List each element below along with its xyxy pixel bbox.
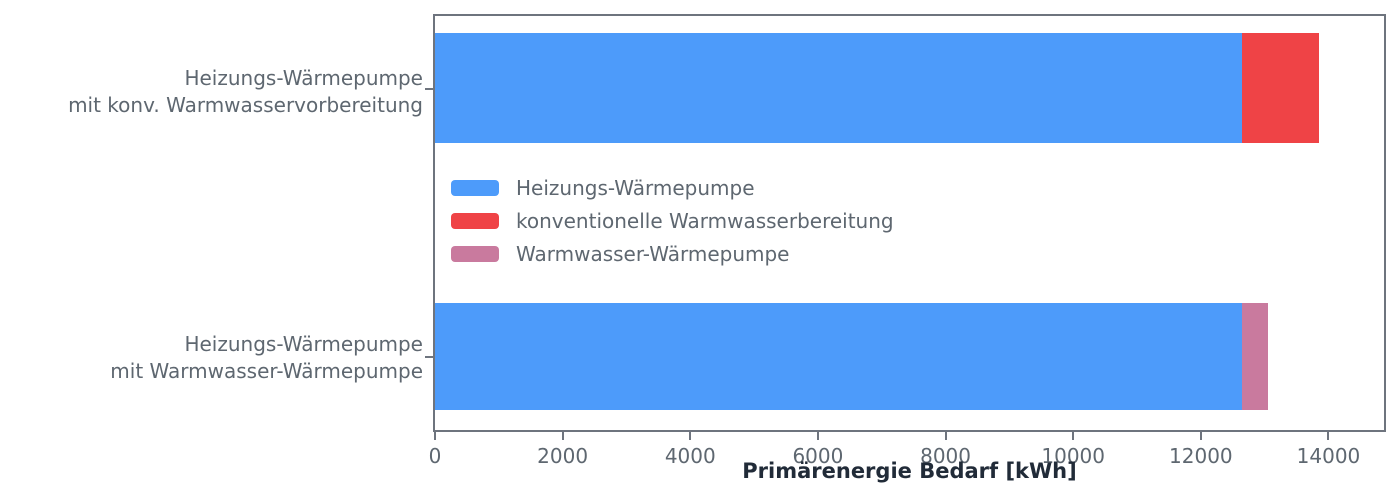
legend-swatch-warmwasser-waermepumpe [451, 246, 499, 262]
legend: Heizungs-Wärmepumpe konventionelle Warmw… [451, 176, 894, 266]
bar-row-0 [435, 33, 1384, 143]
x-tick-label: 0 [428, 444, 442, 468]
x-tick-label: 10000 [1041, 444, 1105, 468]
x-tick-label: 8000 [920, 444, 971, 468]
legend-item-warmwasser-waermepumpe: Warmwasser-Wärmepumpe [451, 242, 894, 266]
legend-swatch-konventionelle-warmwasserbereitung [451, 213, 499, 229]
x-tick-label: 12000 [1169, 444, 1233, 468]
bar-segment [1241, 33, 1319, 143]
x-tick-mark [816, 432, 819, 440]
bar-row-1 [435, 303, 1384, 410]
legend-label: Heizungs-Wärmepumpe [516, 176, 755, 200]
x-tick-label: 4000 [664, 444, 716, 468]
x-tick-mark [689, 432, 692, 440]
bar-segment [1241, 303, 1269, 410]
y-category-label-0: Heizungs-Wärmepumpe mit konv. Warmwasser… [68, 66, 423, 117]
y-tick-mark-0 [425, 88, 434, 90]
x-tick-mark [1327, 432, 1330, 440]
x-axis-ticks: 0 2000 4000 6000 8000 10000 12000 14000 [429, 432, 1384, 480]
bar-segment [435, 33, 1242, 143]
x-tick-label: 2000 [537, 444, 589, 468]
legend-label: konventionelle Warmwasserbereitung [516, 209, 894, 233]
x-tick-mark [434, 432, 436, 440]
legend-swatch-heizungs-waermepumpe [451, 180, 499, 196]
x-tick-mark [561, 432, 564, 440]
y-tick-mark-1 [425, 356, 434, 358]
plot-area: Heizungs-Wärmepumpe konventionelle Warmw… [433, 14, 1386, 432]
x-axis-label: Primärenergie Bedarf [kWh] [742, 459, 1077, 483]
legend-label: Warmwasser-Wärmepumpe [516, 242, 790, 266]
x-tick-mark [1072, 432, 1075, 440]
legend-item-konventionelle-warmwasserbereitung: konventionelle Warmwasserbereitung [451, 209, 894, 233]
bar-segment [435, 303, 1242, 410]
x-tick-mark [1199, 432, 1202, 440]
legend-item-heizungs-waermepumpe: Heizungs-Wärmepumpe [451, 176, 894, 200]
x-tick-mark [944, 432, 947, 440]
x-tick-label: 6000 [792, 444, 844, 468]
x-tick-label: 14000 [1296, 444, 1361, 468]
y-category-label-1: Heizungs-Wärmepumpe mit Warmwasser-Wärme… [110, 332, 423, 383]
